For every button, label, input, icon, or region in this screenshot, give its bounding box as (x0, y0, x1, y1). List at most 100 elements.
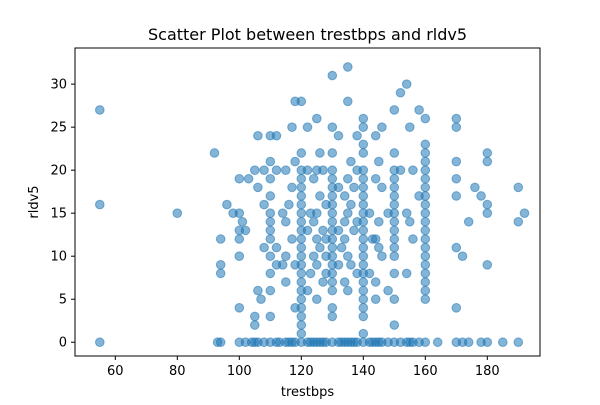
scatter-point (343, 96, 353, 107)
scatter-point (265, 311, 276, 322)
scatter-point (327, 242, 338, 253)
scatter-point (256, 294, 266, 305)
scatter-point (333, 260, 344, 270)
scatter-point (234, 234, 245, 244)
scatter-point (395, 165, 406, 175)
scatter-point (315, 242, 325, 253)
scatter-point (420, 113, 431, 124)
scatter-point (265, 208, 276, 218)
scatter-point (349, 225, 359, 236)
scatter-point (234, 208, 245, 218)
scatter-point (389, 320, 400, 330)
x-tick-label: 120 (289, 364, 314, 379)
scatter-point (296, 303, 307, 313)
scatter-point (296, 234, 307, 244)
scatter-point (370, 294, 381, 305)
scatter-point (327, 277, 338, 287)
scatter-point (358, 199, 369, 210)
scatter-point (296, 182, 307, 193)
scatter-point (265, 191, 276, 201)
y-tick-label: 10 (50, 250, 67, 265)
scatter-point (333, 225, 344, 236)
scatter-point (358, 148, 369, 158)
scatter-point (346, 156, 356, 167)
scatter-point (401, 79, 412, 89)
scatter-point (240, 225, 251, 236)
x-tick-label: 100 (227, 364, 252, 379)
scatter-point (95, 337, 105, 348)
scatter-point (476, 191, 486, 201)
scatter-point (327, 199, 338, 210)
scatter-point (358, 139, 369, 150)
scatter-point (389, 173, 400, 184)
scatter-point (414, 105, 424, 115)
scatter-point (389, 242, 400, 253)
scatter-point (318, 225, 328, 236)
y-tick-label: 30 (50, 78, 67, 93)
scatter-point (420, 173, 431, 184)
scatter-point (358, 303, 369, 313)
x-axis-label: trestbps (281, 385, 335, 400)
scatter-point (377, 251, 387, 262)
scatter-point (451, 242, 462, 253)
y-tick-label: 20 (50, 164, 67, 179)
scatter-point (312, 294, 322, 305)
scatter-point (389, 148, 400, 158)
scatter-point (482, 337, 493, 348)
scatter-point (215, 260, 226, 270)
scatter-point (405, 122, 415, 132)
scatter-point (296, 191, 307, 201)
scatter-point (296, 96, 307, 107)
scatter-point (302, 165, 313, 175)
scatter-point (259, 199, 269, 210)
scatter-point (432, 337, 443, 348)
x-tick-label: 140 (351, 364, 376, 379)
x-tick-label: 60 (107, 364, 124, 379)
scatter-point (420, 208, 431, 218)
scatter-point (358, 216, 369, 227)
scatter-point (374, 242, 384, 253)
scatter-point (343, 285, 353, 296)
scatter-point (377, 122, 387, 132)
scatter-point (308, 251, 319, 262)
scatter-point (265, 156, 276, 167)
x-tick-label: 80 (169, 364, 186, 379)
scatter-point (315, 191, 325, 201)
scatter-point (284, 199, 294, 210)
scatter-point (296, 199, 307, 210)
scatter-point (370, 173, 381, 184)
scatter-point (281, 165, 291, 175)
scatter-point (302, 225, 313, 236)
scatter-point (482, 199, 493, 210)
scatter-point (358, 285, 369, 296)
y-tick-label: 0 (59, 336, 67, 351)
scatter-point (250, 320, 260, 330)
scatter-point (327, 173, 338, 184)
scatter-point (346, 260, 356, 270)
scatter-point (358, 277, 369, 287)
scatter-point (358, 242, 369, 253)
scatter-point (327, 311, 338, 322)
scatter-point (296, 242, 307, 253)
scatter-point (305, 268, 316, 279)
scatter-point (383, 285, 393, 296)
scatter-point (358, 173, 369, 184)
scatter-point (296, 268, 307, 279)
scatter-point (358, 251, 369, 262)
scatter-point (420, 268, 431, 279)
scatter-point (389, 294, 400, 305)
scatter-point (389, 251, 400, 262)
scatter-point (281, 277, 291, 287)
scatter-point (420, 165, 431, 175)
scatter-point (339, 216, 350, 227)
x-tick-label: 160 (413, 364, 438, 379)
scatter-point (451, 156, 462, 167)
scatter-point (253, 285, 263, 296)
scatter-point (457, 251, 468, 262)
scatter-point (327, 148, 338, 158)
scatter-point (343, 251, 353, 262)
scatter-point (296, 260, 307, 270)
scatter-point (358, 165, 369, 175)
scatter-point (265, 234, 276, 244)
